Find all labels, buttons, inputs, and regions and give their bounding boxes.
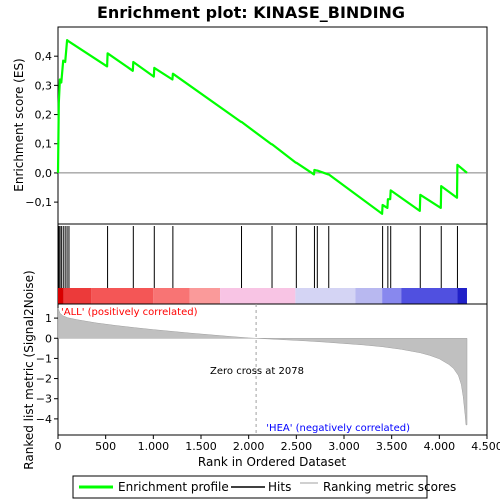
colorbar-segment: [457, 288, 467, 304]
es-panel: −0,1 0,0 0,1 0,2 0,3 0,4 Enrichment score (ES…: [12, 26, 488, 225]
colorbar-segment: [220, 288, 296, 304]
metric-y-tick-label: −1: [36, 352, 52, 365]
x-tick-label: 0: [55, 440, 62, 453]
rank-colorbar: [58, 288, 467, 304]
chart-title: Enrichment plot: KINASE_BINDING: [97, 3, 405, 22]
x-tick-label: 2.000: [233, 440, 265, 453]
es-y-tick-label: 0,2: [35, 109, 53, 122]
metric-y-ticks: −4 −3 −2 −1 0 1: [36, 312, 58, 426]
x-tick-label: 2.500: [281, 440, 313, 453]
metric-y-tick-label: 0: [45, 332, 52, 345]
ranking-metric-area: [57, 307, 468, 426]
x-axis-ticks: 0 500 1.000 1.500 2.000 2.500 3.000 3.500 4.000 4…: [55, 435, 500, 453]
metric-panel-frame: [57, 303, 488, 436]
colorbar-segment: [58, 288, 64, 304]
colorbar-segment: [63, 288, 92, 304]
hits-panel: [57, 223, 488, 305]
pos-correlated-label: 'ALL' (positively correlated): [61, 307, 198, 318]
es-y-ticks: −0,1 0,0 0,1 0,2 0,3 0,4: [25, 50, 58, 209]
colorbar-segment: [401, 288, 458, 304]
legend: Enrichment profile Hits Ranking metric s…: [72, 475, 456, 499]
es-y-tick-label: 0,1: [35, 138, 53, 151]
x-tick-label: 4.500: [471, 440, 500, 453]
x-tick-label: 1.500: [185, 440, 217, 453]
neg-correlated-label: 'HEA' (negatively correlated): [266, 423, 410, 434]
colorbar-segment: [189, 288, 221, 304]
zero-cross-label: Zero cross at 2078: [210, 366, 304, 377]
colorbar-segment: [355, 288, 383, 304]
x-tick-label: 3.500: [376, 440, 408, 453]
metric-y-tick-label: −2: [36, 373, 52, 386]
metric-y-tick-label: −3: [36, 393, 52, 406]
enrichment-profile-line: [56, 38, 468, 215]
hit-lines: [58, 226, 458, 288]
metric-y-tick-label: −4: [36, 413, 52, 426]
x-tick-label: 1.000: [138, 440, 170, 453]
es-y-axis-label: Enrichment score (ES): [12, 58, 26, 191]
colorbar-segment: [295, 288, 356, 304]
colorbar-segment: [91, 288, 154, 304]
es-y-tick-label: −0,1: [25, 196, 52, 209]
es-panel-frame: [57, 26, 488, 225]
x-tick-label: 3.000: [328, 440, 360, 453]
legend-metric-label: Ranking metric scores: [323, 480, 456, 494]
metric-y-tick-label: 1: [45, 312, 52, 325]
es-y-tick-label: 0,0: [35, 167, 53, 180]
colorbar-segment: [382, 288, 402, 304]
es-y-tick-label: 0,3: [35, 79, 53, 92]
x-axis-label: Rank in Ordered Dataset: [198, 455, 346, 469]
es-y-tick-label: 0,4: [35, 50, 53, 63]
colorbar-segment: [153, 288, 190, 304]
legend-enrichment-label: Enrichment profile: [118, 480, 229, 494]
metric-panel: −4 −3 −2 −1 0 1 'ALL' (positively correlated)…: [22, 270, 488, 470]
x-tick-label: 4.000: [424, 440, 456, 453]
metric-y-axis-label: Ranked list metric (Signal2Noise): [22, 270, 36, 469]
legend-hits-label: Hits: [268, 480, 291, 494]
x-tick-label: 500: [95, 440, 116, 453]
